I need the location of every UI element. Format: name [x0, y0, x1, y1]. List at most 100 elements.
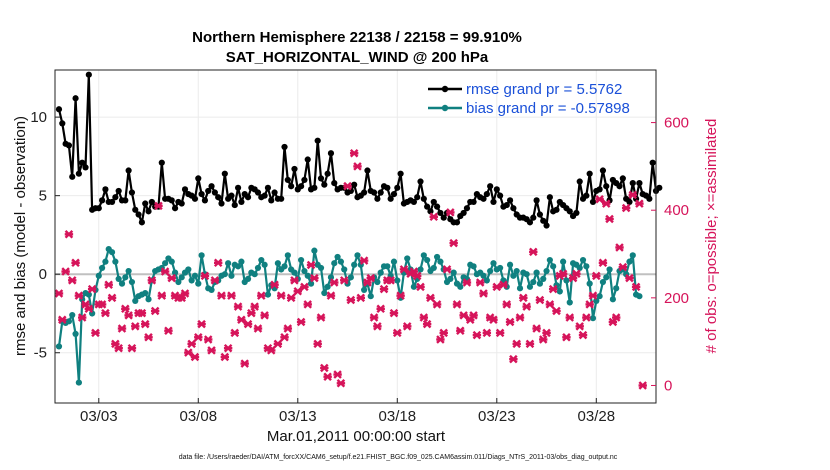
rmse-point: [231, 201, 238, 209]
bias-point: [540, 275, 547, 283]
obs_assimilated-point: [87, 284, 97, 294]
rmse-point: [331, 179, 338, 187]
rmse-point: [540, 217, 547, 224]
obs_assimilated-point: [601, 199, 611, 208]
bias-point: [162, 260, 169, 267]
bias-point: [377, 269, 384, 276]
obs_assimilated-point: [77, 313, 87, 322]
plot-frame: [54, 69, 657, 404]
bias-point: [98, 264, 106, 272]
bias-point: [122, 274, 129, 281]
bias-point: [331, 260, 338, 267]
obs_assimilated-point: [303, 300, 312, 309]
obs_assimilated-point: [320, 363, 329, 373]
bias-point: [178, 274, 185, 281]
obs_assimilated-point: [595, 195, 604, 204]
bias-point: [437, 258, 444, 265]
obs_assimilated-point: [386, 276, 395, 285]
rmse-point: [566, 208, 573, 215]
obs_assimilated-point: [366, 273, 376, 283]
x-axis-label: Mar.01,2011 00:00:00 start: [267, 428, 446, 445]
bias-point: [430, 264, 437, 272]
bias-point: [55, 343, 63, 350]
obs_assimilated-point: [114, 343, 123, 353]
obs_assimilated-point: [588, 291, 598, 300]
rmse-point: [59, 120, 66, 127]
obs_assimilated-point: [446, 208, 455, 217]
bias-point: [334, 253, 341, 261]
rmse-point: [168, 197, 175, 204]
obs_assimilated-point: [598, 258, 608, 268]
rmse-point: [424, 203, 431, 210]
obs_assimilated-point: [160, 267, 170, 276]
obs_assimilated-point: [565, 313, 575, 322]
y-axis-label-right: # of obs: o=possible; ×=assimilated: [703, 119, 720, 354]
obs_assimilated-point: [180, 289, 190, 298]
rmse-point: [656, 184, 663, 191]
obs_assimilated-point: [475, 278, 485, 287]
rmse-point: [490, 198, 497, 206]
bias-point: [566, 299, 573, 306]
rmse-point: [646, 195, 653, 202]
obs_assimilated-point: [615, 243, 624, 252]
bias-point: [351, 261, 358, 268]
rmse-point: [377, 189, 384, 196]
obs_assimilated-point: [194, 333, 203, 342]
rmse-point: [384, 184, 391, 191]
obs_assimilated-point: [628, 190, 638, 200]
rmse-point: [271, 189, 278, 196]
bias-point: [550, 263, 557, 270]
bias-point: [536, 280, 544, 287]
obs_assimilated-point: [240, 359, 249, 368]
bias-point: [556, 288, 563, 295]
rmse-point: [470, 198, 477, 206]
bias-point: [347, 274, 354, 281]
bias-point: [433, 253, 441, 261]
obs_assimilated-point: [127, 343, 137, 353]
bias-point: [404, 255, 411, 262]
bias-point: [261, 261, 268, 268]
obs_assimilated-point: [558, 269, 568, 278]
obs_assimilated-point: [495, 328, 505, 338]
obs_assimilated-point: [389, 308, 399, 318]
obs_assimilated-point: [535, 295, 545, 305]
rmse-point: [128, 189, 136, 196]
rmse-point: [85, 71, 92, 78]
rmse-point: [254, 189, 262, 196]
obs_assimilated-point: [402, 322, 412, 331]
rmse-point: [72, 95, 79, 102]
bias-point: [108, 249, 116, 256]
obs_assimilated-point: [101, 308, 110, 318]
obs_assimilated-point: [124, 311, 133, 320]
obs_assimilated-point: [203, 335, 213, 344]
rmse-point: [218, 200, 225, 207]
obs_assimilated-point: [74, 291, 84, 300]
rmse-point: [603, 183, 610, 190]
rmse-point: [583, 192, 590, 199]
obs_assimilated-point: [260, 311, 269, 320]
bias-point: [115, 275, 122, 283]
x-tick-label: 03/18: [379, 408, 417, 425]
obs_assimilated-point: [611, 313, 621, 322]
rmse-point: [636, 179, 643, 187]
obs_assimilated-point: [150, 306, 160, 316]
rmse-point: [198, 190, 205, 198]
rmse-point: [430, 198, 437, 206]
bias-point: [274, 260, 281, 267]
legend-rmse-marker: [441, 85, 449, 93]
rmse-point: [125, 167, 132, 174]
obs_assimilated-point: [515, 313, 525, 322]
bias-point: [513, 267, 520, 275]
rmse-point: [397, 170, 404, 177]
rmse-point: [142, 200, 149, 207]
obs_assimilated-point: [270, 280, 279, 289]
bias-point: [311, 247, 318, 254]
obs_assimilated-point: [54, 289, 64, 298]
bias-point: [420, 252, 427, 259]
obs_assimilated-point: [237, 315, 246, 324]
obs_assimilated-point: [121, 304, 130, 314]
obs_assimilated-point: [359, 256, 369, 265]
bias-point: [168, 258, 175, 265]
rmse-point: [589, 198, 597, 206]
rmse-point: [102, 186, 109, 193]
